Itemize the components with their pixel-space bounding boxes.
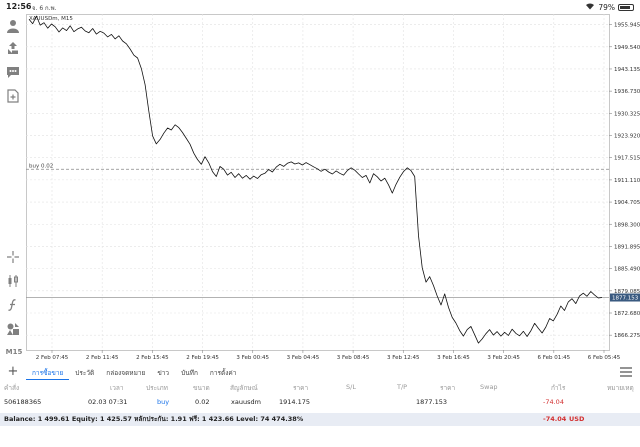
current-price-box — [610, 293, 640, 302]
order-id: 506188365 — [4, 398, 42, 406]
tab-settings[interactable]: การตั้งค่า — [209, 369, 237, 377]
time-tick-label: 2 Feb 15:45 — [136, 355, 169, 361]
price-chart[interactable]: 1955.945 1949.540 1943.135 1936.730 1930.325… — [26, 14, 640, 364]
time-tick-label: 3 Feb 08:45 — [337, 355, 370, 361]
col-profit: กำไร — [551, 384, 566, 392]
indicator-icon[interactable] — [5, 297, 21, 313]
account-currency: USD — [569, 415, 585, 423]
trade-icon[interactable] — [5, 40, 21, 56]
battery-percent: 79% — [598, 2, 615, 12]
table-row[interactable]: 506188365 02.03 07:31 buy 0.02 xauusdm 1… — [0, 398, 640, 410]
tab-mailbox[interactable]: กล่องจดหมาย — [106, 369, 146, 377]
chart-canvas: 1955.945 1949.540 1943.135 1936.730 1930.325… — [26, 14, 640, 361]
date: จ. 6 ก.พ. — [32, 5, 57, 12]
time-tick-label: 2 Feb 19:45 — [186, 355, 219, 361]
price-series-line — [28, 15, 603, 344]
battery-icon — [618, 3, 634, 11]
menu-icon[interactable] — [620, 367, 632, 377]
objects-icon[interactable] — [5, 321, 21, 337]
person-icon[interactable] — [5, 18, 21, 34]
col-sl: S/L — [346, 383, 356, 391]
price-tick-label: 1943.135 — [614, 67, 640, 73]
status-bar: 12:56 จ. 6 ก.พ. 79% — [0, 0, 640, 14]
price-tick-label: 1885.490 — [614, 267, 640, 273]
chart-symbol-label: XAUUSDm, M15 — [29, 16, 73, 22]
status-right: 79% — [585, 2, 634, 12]
tab-news[interactable]: ข่าว — [157, 369, 170, 377]
tab-journal[interactable]: บันทึก — [181, 369, 198, 377]
account-summary: Balance: 1 499.61 Equity: 1 425.57 หลักป… — [0, 413, 640, 426]
time-tick-label: 2 Feb 07:45 — [36, 355, 69, 361]
order-symbol: xauusdm — [231, 398, 261, 406]
time-tick-label: 3 Feb 20:45 — [487, 355, 520, 361]
price-tick-label: 1904.705 — [614, 200, 640, 206]
price-tick-label: 1911.110 — [614, 178, 640, 184]
time-tick-label: 6 Feb 05:45 — [588, 355, 621, 361]
price-tick-label: 1872.680 — [614, 311, 640, 317]
col-tp: T/P — [397, 383, 408, 391]
total-profit: -74.04 — [543, 415, 567, 423]
col-time: เวลา — [110, 384, 124, 392]
buy-order-label: buy 0.02 — [29, 163, 53, 169]
order-profit: -74.04 — [543, 398, 564, 406]
chart-frame — [26, 14, 610, 351]
crosshair-icon[interactable] — [5, 249, 21, 265]
price-tick-label: 1891.895 — [614, 244, 640, 250]
current-price-label: 1877.153 — [612, 296, 639, 302]
timeframe-button[interactable]: M15 — [5, 348, 23, 356]
price-tick-label: 1866.275 — [614, 333, 640, 339]
new-doc-icon[interactable] — [5, 88, 21, 104]
col-price: ราคา — [293, 384, 309, 392]
col-order: คำสั่ง — [4, 384, 20, 392]
tab-trade[interactable]: การซื้อขาย — [26, 366, 70, 380]
candles-icon[interactable] — [5, 273, 21, 289]
price-tick-label: 1955.945 — [614, 23, 640, 29]
price-tick-label: 1936.730 — [614, 89, 640, 95]
price-tick-label: 1917.515 — [614, 156, 640, 162]
wifi-icon — [585, 2, 595, 12]
time-tick-label: 3 Feb 00:45 — [236, 355, 269, 361]
order-price: 1914.175 — [279, 398, 311, 406]
chat-icon[interactable] — [5, 64, 21, 80]
order-current: 1877.153 — [416, 398, 448, 406]
price-tick-label: 1930.325 — [614, 111, 640, 117]
terminal-tabs: การซื้อขาย ประวัติ กล่องจดหมาย ข่าว บันท… — [26, 366, 242, 380]
order-size: 0.02 — [195, 398, 210, 406]
col-comment: หมายเหตุ — [607, 384, 634, 392]
time-tick-label: 3 Feb 16:45 — [437, 355, 470, 361]
time-tick-label: 3 Feb 12:45 — [387, 355, 420, 361]
time-tick-label: 2 Feb 11:45 — [86, 355, 119, 361]
col-swap: Swap — [480, 383, 498, 391]
clock: 12:56 — [6, 2, 32, 11]
order-time: 02.03 07:31 — [88, 398, 128, 406]
col-type: ประเภท — [146, 384, 168, 392]
table-header: คำสั่ง เวลา ประเภท ขนาด สัญลักษณ์ ราคา S… — [0, 383, 640, 395]
col-current: ราคา — [440, 384, 456, 392]
time-tick-label: 6 Feb 01:45 — [538, 355, 571, 361]
add-order-button[interactable]: + — [7, 364, 19, 379]
tab-history[interactable]: ประวัติ — [75, 369, 95, 377]
price-tick-label: 1898.300 — [614, 222, 640, 228]
balance-text: Balance: 1 499.61 Equity: 1 425.57 หลักป… — [4, 415, 304, 423]
col-symbol: สัญลักษณ์ — [230, 384, 258, 392]
time-tick-label: 3 Feb 04:45 — [287, 355, 320, 361]
price-tick-label: 1949.540 — [614, 45, 640, 51]
col-size: ขนาด — [193, 384, 210, 392]
price-tick-label: 1879.085 — [614, 289, 640, 295]
order-type: buy — [157, 398, 170, 406]
left-toolbar: M15 — [0, 14, 26, 362]
price-tick-label: 1923.920 — [614, 134, 640, 140]
